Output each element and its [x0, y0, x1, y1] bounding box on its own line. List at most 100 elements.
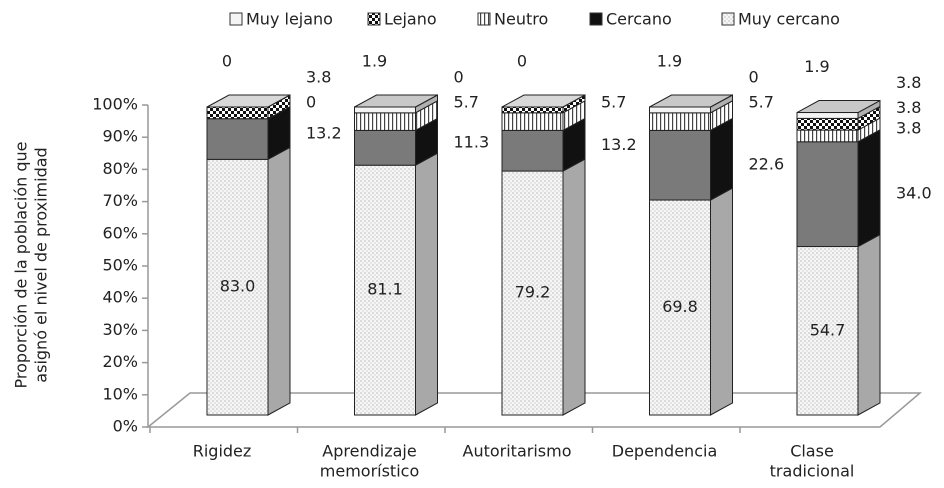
- legend-swatch: [721, 12, 735, 26]
- bar-side: [562, 158, 586, 416]
- legend-swatch: [229, 12, 243, 26]
- bar-front: [649, 199, 711, 416]
- y-axis-title: Proporción de la población que: [12, 142, 31, 389]
- bar-front: [501, 112, 564, 131]
- bar-top: [501, 94, 586, 108]
- data-label: 1.9: [362, 52, 387, 71]
- bar-top: [796, 100, 881, 114]
- y-tick-label: 100%: [92, 95, 138, 114]
- x-tick-label: Aprendizaje: [322, 442, 416, 461]
- bar-front: [649, 129, 711, 201]
- bar-front: [796, 129, 859, 143]
- data-label: 1.9: [804, 57, 829, 76]
- data-label: 3.8: [306, 68, 331, 87]
- bar-front: [354, 164, 416, 416]
- bar-top: [206, 94, 291, 108]
- bar-front: [796, 117, 859, 131]
- bar-segment: [354, 152, 438, 416]
- data-label: 79.2: [515, 283, 551, 302]
- data-label: 1.9: [657, 52, 682, 71]
- data-label: 0: [306, 93, 316, 112]
- bar-segment: [354, 100, 438, 132]
- x-tick-label: memorístico: [320, 462, 419, 481]
- y-tick-label: 50%: [102, 256, 138, 275]
- bar-front: [206, 158, 269, 416]
- bar-front: [354, 106, 416, 114]
- y-tick-label: 40%: [102, 288, 138, 307]
- bar-front: [501, 129, 564, 172]
- bar-front: [796, 141, 859, 248]
- data-label: 81.1: [367, 280, 403, 299]
- bar-segment: [649, 187, 733, 416]
- bar-side: [857, 233, 881, 416]
- data-label: 0: [517, 52, 527, 71]
- y-axis-title: asignó el nivel de proximidad: [32, 147, 51, 382]
- bar-side: [857, 128, 881, 248]
- y-tick-label: 80%: [102, 159, 138, 178]
- bar-front: [354, 129, 416, 166]
- data-label: 83.0: [220, 277, 256, 296]
- bar-front: [206, 118, 269, 160]
- bar-segment: [206, 146, 291, 416]
- data-label: 5.7: [749, 93, 774, 112]
- bar-segment: [206, 105, 291, 161]
- bar-front: [796, 112, 859, 119]
- bar-front: [501, 170, 564, 416]
- bar-segment: [649, 117, 733, 201]
- x-tick-label: Rigidez: [193, 442, 252, 461]
- legend-label: Muy cercano: [738, 10, 840, 29]
- bar-segment: [501, 117, 586, 172]
- bar-front: [649, 112, 711, 131]
- data-label: 22.6: [749, 155, 785, 174]
- data-label: 54.7: [810, 320, 846, 339]
- data-label: 13.2: [601, 135, 637, 154]
- data-label: 0: [222, 52, 232, 71]
- legend-label: Cercano: [606, 10, 672, 29]
- bar-front: [206, 106, 269, 120]
- x-tick-label: tradicional: [770, 462, 855, 481]
- data-label: 3.8: [896, 73, 921, 92]
- y-tick-label: 20%: [102, 352, 138, 371]
- bar-front: [649, 106, 711, 114]
- x-tick-label: Autoritarismo: [463, 442, 572, 461]
- annotation: 3.8: [896, 119, 921, 138]
- x-tick-label: Dependencia: [612, 442, 718, 461]
- y-tick-label: 10%: [102, 384, 138, 403]
- data-label: 0: [454, 68, 464, 87]
- y-tick-label: 0%: [113, 417, 138, 436]
- bar-side: [710, 187, 733, 416]
- bar-side: [710, 117, 733, 201]
- bar-top: [354, 94, 438, 108]
- bar-side: [267, 146, 291, 416]
- bar-front: [501, 106, 564, 114]
- bar-segment: [649, 100, 733, 132]
- bar-segment: [354, 117, 438, 167]
- data-label: 3.8: [896, 98, 921, 117]
- bar-segment: [501, 158, 586, 416]
- legend-swatch: [589, 12, 603, 26]
- data-label: 34.0: [896, 184, 932, 203]
- legend-swatch: [367, 12, 381, 26]
- data-label: 0: [749, 68, 759, 87]
- bar-segment: [501, 100, 586, 132]
- data-label: 11.3: [454, 132, 490, 151]
- y-tick-label: 90%: [102, 127, 138, 146]
- data-label: 69.8: [662, 297, 698, 316]
- bar-segment: [796, 233, 881, 416]
- legend-swatch: [477, 12, 491, 26]
- bar-front: [354, 112, 416, 131]
- x-tick-label: Clase: [790, 442, 834, 461]
- legend-label: Lejano: [384, 10, 437, 29]
- y-tick-label: 60%: [102, 223, 138, 242]
- legend-label: Neutro: [494, 10, 548, 29]
- y-tick-label: 70%: [102, 191, 138, 210]
- bar-top: [649, 94, 733, 108]
- data-label: 13.2: [306, 124, 342, 143]
- data-label: 5.7: [601, 93, 626, 112]
- data-label: 5.7: [454, 93, 479, 112]
- bar-side: [415, 152, 438, 416]
- bar-segment: [796, 128, 881, 248]
- legend-label: Muy lejano: [246, 10, 333, 29]
- y-tick-label: 30%: [102, 320, 138, 339]
